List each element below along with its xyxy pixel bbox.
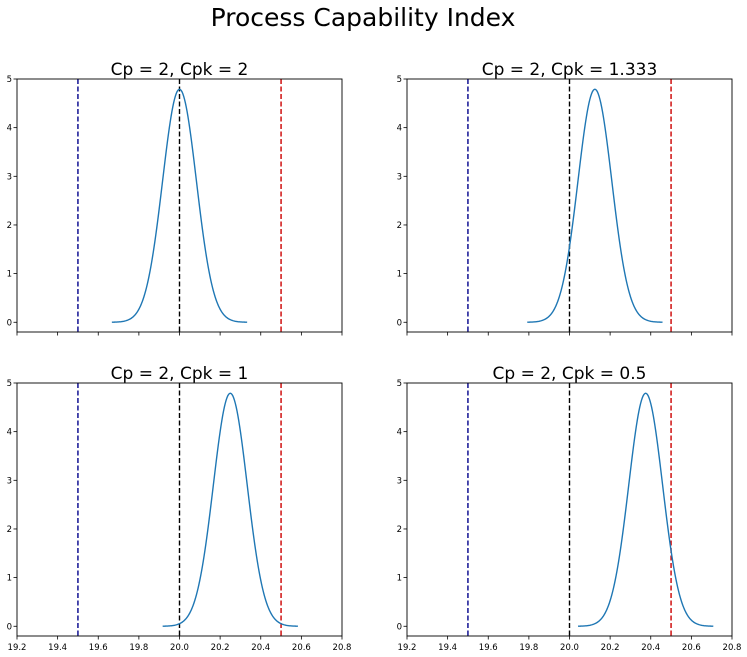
y-tick-label: 4	[7, 428, 12, 438]
subplot-title: Cp = 2, Cpk = 1	[111, 364, 249, 384]
x-tick-label: 20.0	[170, 643, 189, 653]
subplot-4: Cp = 2, Cpk = 0.5 0 1 2 3 4 5 19.2 19.4 19.6 19.8 2…	[397, 364, 742, 653]
y-tick-label: 0	[397, 622, 402, 632]
y-tick-label: 3	[7, 476, 12, 486]
y-tick-label: 5	[397, 379, 402, 389]
y-tick-label: 5	[7, 379, 12, 389]
y-tick-label: 4	[7, 124, 12, 134]
x-tick-label: 19.2	[398, 643, 417, 653]
x-tick-label: 20.0	[560, 643, 579, 653]
y-tick-label: 2	[7, 525, 12, 535]
x-tick-label: 19.8	[519, 643, 538, 653]
y-tick-label: 2	[7, 221, 12, 231]
x-tick-label: 20.4	[641, 643, 660, 653]
y-tick-label: 1	[397, 270, 402, 280]
x-tick-label: 19.6	[89, 643, 108, 653]
y-tick-label: 2	[397, 525, 402, 535]
distribution-curve	[578, 392, 714, 627]
y-tick-label: 5	[7, 75, 12, 85]
y-tick-label: 1	[397, 574, 402, 584]
subplot-2: Cp = 2, Cpk = 1.333 0 1 2 3 4 5	[397, 60, 733, 336]
distribution-curve	[527, 88, 663, 323]
y-tick-label: 0	[397, 318, 402, 328]
x-tick-label: 20.4	[251, 643, 270, 653]
y-tick-label: 3	[397, 476, 402, 486]
x-tick-label: 20.8	[333, 643, 352, 653]
x-tick-label: 20.2	[601, 643, 620, 653]
x-tick-label: 20.6	[292, 643, 311, 653]
y-tick-label: 3	[397, 172, 402, 182]
y-tick-label: 4	[397, 124, 402, 134]
x-tick-label: 19.8	[129, 643, 148, 653]
y-tick-label: 4	[397, 428, 402, 438]
x-tick-label: 19.4	[48, 643, 67, 653]
figure-title: Process Capability Index	[211, 3, 516, 32]
subplot-title: Cp = 2, Cpk = 2	[111, 60, 249, 80]
y-tick-label: 2	[397, 221, 402, 231]
x-tick-label: 20.2	[211, 643, 230, 653]
distribution-curve	[162, 392, 298, 627]
x-tick-label: 20.6	[682, 643, 701, 653]
subplot-3: Cp = 2, Cpk = 1 0 1 2 3 4 5 19.2 19.4 19.6 19.8 20.…	[7, 364, 352, 653]
y-tick-label: 1	[7, 270, 12, 280]
distribution-curve	[111, 88, 248, 323]
subplot-title: Cp = 2, Cpk = 1.333	[482, 60, 658, 80]
subplot-title: Cp = 2, Cpk = 0.5	[493, 364, 647, 384]
y-tick-label: 1	[7, 574, 12, 584]
x-tick-label: 19.2	[8, 643, 27, 653]
y-tick-label: 0	[7, 622, 12, 632]
x-tick-label: 19.4	[438, 643, 457, 653]
y-tick-label: 3	[7, 172, 12, 182]
y-tick-label: 0	[7, 318, 12, 328]
y-tick-label: 5	[397, 75, 402, 85]
subplot-1: Cp = 2, Cpk = 2 0 1 2 3 4 5	[7, 60, 343, 336]
x-tick-label: 20.8	[723, 643, 742, 653]
x-tick-label: 19.6	[479, 643, 498, 653]
